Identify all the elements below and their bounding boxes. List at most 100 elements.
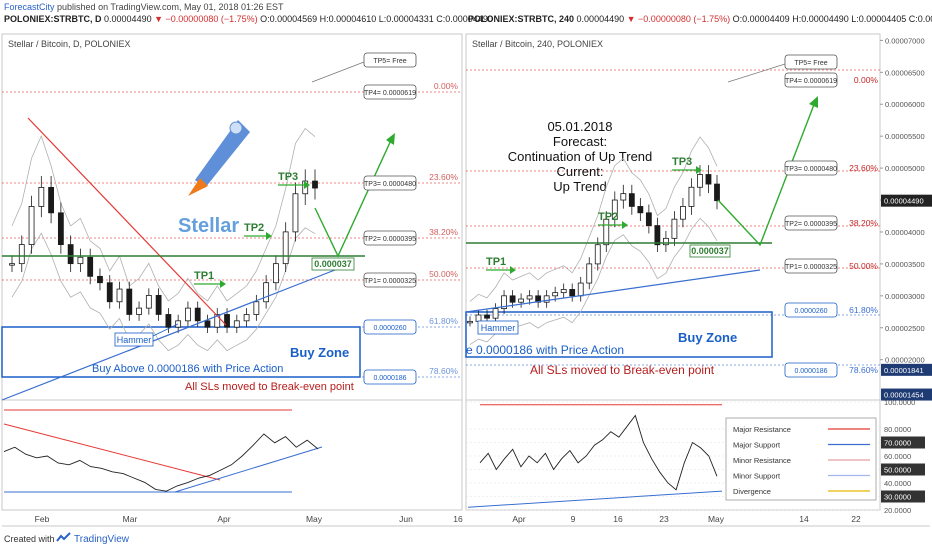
right-fib-percent: 23.60% xyxy=(849,163,878,173)
left-level-callout-box xyxy=(363,84,417,100)
left-level-callout-box xyxy=(363,175,417,191)
right-price-label: 0.00004490 xyxy=(884,197,924,206)
right-level-callout-box xyxy=(784,258,838,274)
right-tp1-label: TP1 xyxy=(486,256,506,268)
stellar-watermark: Stellar xyxy=(178,215,239,237)
right-level-callout-box xyxy=(784,54,838,70)
right-chart-title: Stellar / Bitcoin, 240, POLONIEX xyxy=(472,39,603,49)
left-candle-body xyxy=(253,301,260,315)
right-tp1-arrowhead xyxy=(510,266,516,274)
left-x-tick: May xyxy=(306,514,323,524)
left-hammer-pointer xyxy=(152,323,179,337)
left-candle-body xyxy=(224,314,230,328)
right-candle-body xyxy=(467,320,473,324)
left-tp1-arrowhead xyxy=(220,280,226,288)
left-level-callout-box xyxy=(363,369,417,385)
right-candle-body xyxy=(594,244,601,265)
right-candle-body xyxy=(475,314,482,322)
right-x-tick: 22 xyxy=(851,514,861,524)
left-candle-body xyxy=(194,307,201,322)
right-price-label-box xyxy=(881,363,932,376)
current-text: Up Trend xyxy=(553,179,606,194)
left-candle-body xyxy=(136,307,142,315)
left-change: ▼ −0.00000080 (−1.75%) xyxy=(154,14,258,24)
right-x-tick: 23 xyxy=(659,514,669,524)
right-level-callout-box xyxy=(784,362,838,378)
right-candle-body xyxy=(620,193,627,201)
right-candle-body xyxy=(662,237,669,246)
left-bollinger-upper xyxy=(11,127,316,302)
tradingview-brand[interactable]: TradingView xyxy=(74,534,130,545)
right-symbol-info: POLONIEX:STRBTC, 240 0.00004490 ▼ −0.000… xyxy=(468,14,932,24)
right-level-callout-text: 0.0000186 xyxy=(794,368,827,375)
left-candle-body xyxy=(292,193,299,233)
right-x-tick: 16 xyxy=(613,514,623,524)
left-candle-body xyxy=(9,263,15,266)
left-blue-trendline xyxy=(1,267,341,401)
right-level-callout-box xyxy=(784,215,838,231)
right-x-tick: Apr xyxy=(512,514,525,524)
right-osc-y-tick: 80.0000 xyxy=(884,425,911,434)
legend-label: Minor Resistance xyxy=(733,456,791,465)
right-candle-body xyxy=(654,225,661,246)
chart-footer: Created with TradingView xyxy=(0,528,932,550)
left-osc-red-trend xyxy=(3,423,221,481)
right-candle-body xyxy=(492,308,499,319)
left-fib-percent: 0.00% xyxy=(434,81,459,91)
left-candle-body xyxy=(28,206,35,245)
right-last-price: 0.00004490 xyxy=(576,14,625,24)
left-change-value: −0.00000080 (−1.75%) xyxy=(165,14,258,24)
published-text: published on TradingView.com, May 01, 20… xyxy=(57,2,284,12)
right-candle-body xyxy=(560,289,567,294)
left-candle-body xyxy=(204,320,211,328)
created-with-text: Created with xyxy=(4,534,55,544)
right-sl-note: All SLs moved to Break-even point xyxy=(530,363,715,377)
right-osc-blue-trend xyxy=(467,490,723,508)
right-x-tick: 9 xyxy=(571,514,576,524)
right-fib-percent: 0.00% xyxy=(854,75,879,85)
left-candle-body xyxy=(48,187,54,214)
right-fib-percent: 78.60% xyxy=(849,365,878,375)
right-forecast-arrowhead xyxy=(809,96,818,108)
left-level-callout-text: TP1= 0.0000325 xyxy=(364,278,416,285)
left-forecast-arrowhead xyxy=(386,133,395,145)
right-candle-body xyxy=(705,174,712,185)
oscillator-legend xyxy=(725,417,877,501)
current-heading: Current: xyxy=(557,164,604,179)
right-y-tick: 0.00006000 xyxy=(885,100,925,109)
publish-info: ForecastCity published on TradingView.co… xyxy=(4,2,284,12)
left-red-trendline xyxy=(27,117,227,326)
left-fib-percent: 38.20% xyxy=(429,227,458,237)
left-fib-percent: 23.60% xyxy=(429,172,458,182)
left-candle-body xyxy=(282,231,289,265)
right-fib-percent: 38.20% xyxy=(849,218,878,228)
left-level-callout-text: TP5= Free xyxy=(373,58,406,65)
left-candle-body xyxy=(243,314,250,322)
left-ohlc: O:0.00004569 H:0.00004610 L:0.00004331 C… xyxy=(260,14,493,24)
left-support-label: 0.000037 xyxy=(314,259,352,269)
right-candle-body xyxy=(569,289,576,297)
right-osc-y-tick: 30.0000 xyxy=(884,493,911,502)
left-x-tick: 16 xyxy=(453,514,463,524)
rocket-flame-icon xyxy=(188,178,208,196)
right-candle-body xyxy=(697,174,703,188)
left-candle-body xyxy=(165,314,172,328)
left-candle-body xyxy=(145,295,152,309)
publisher-name[interactable]: ForecastCity xyxy=(4,2,55,12)
forecast-heading: Forecast: xyxy=(553,134,607,149)
left-candle-body xyxy=(67,244,74,265)
left-candle-body xyxy=(38,187,45,207)
right-hammer-label: Hammer xyxy=(481,323,516,333)
left-oscillator-line xyxy=(3,433,319,492)
left-fib-percent: 78.60% xyxy=(429,366,458,376)
left-candle-body xyxy=(97,275,103,284)
left-tp2-arrowhead xyxy=(266,232,272,240)
left-candle-body xyxy=(233,320,240,328)
right-candle-body xyxy=(688,186,695,207)
right-osc-y-tick: 70.0000 xyxy=(884,439,911,448)
right-tp2-label: TP2 xyxy=(598,211,618,223)
left-panel-frame xyxy=(1,33,463,511)
left-candle-body xyxy=(175,320,182,328)
left-osc-blue-trend xyxy=(174,446,323,493)
right-tp5-pointer xyxy=(727,63,786,83)
